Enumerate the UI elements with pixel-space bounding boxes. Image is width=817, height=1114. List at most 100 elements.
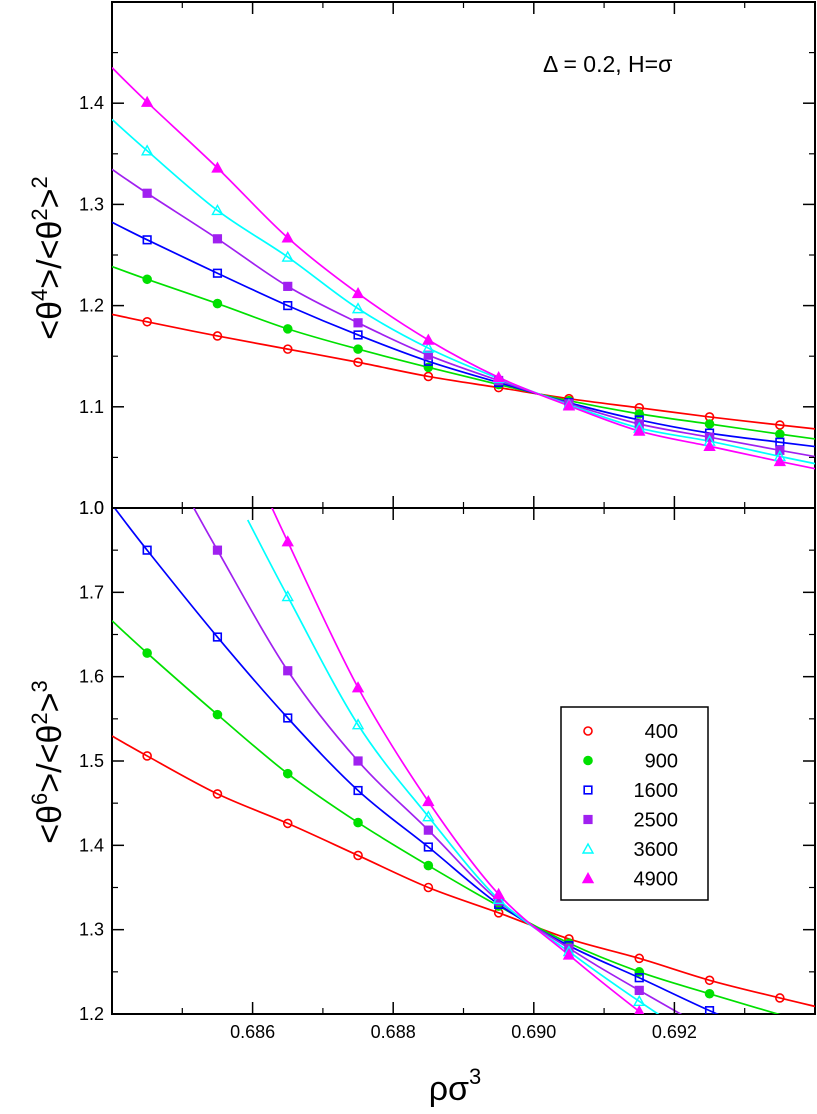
data-point-4900 bbox=[351, 287, 365, 299]
data-point-900 bbox=[353, 817, 363, 828]
data-point-400 bbox=[775, 993, 785, 1003]
data-point-1600 bbox=[142, 235, 152, 245]
series-line-4900 bbox=[271, 508, 644, 1014]
data-point-1600 bbox=[212, 268, 223, 278]
series-lines bbox=[112, 67, 815, 470]
legend: 400 900 1600 2500 3600 4900 bbox=[560, 706, 709, 901]
data-point-2500 bbox=[423, 825, 433, 835]
data-point-2500 bbox=[283, 666, 293, 676]
data-point-400 bbox=[775, 420, 785, 430]
data-point-900 bbox=[212, 709, 223, 720]
data-point-400 bbox=[282, 818, 293, 829]
y-tick-label: 1.1 bbox=[79, 397, 104, 417]
legend-label: 1600 bbox=[634, 780, 679, 802]
data-point-3600 bbox=[281, 590, 294, 602]
data-point-400 bbox=[282, 344, 293, 354]
series-line-400 bbox=[112, 735, 815, 1008]
data-point-4900 bbox=[703, 439, 716, 451]
data-point-2500 bbox=[283, 281, 293, 291]
y-tick-label: 1.2 bbox=[79, 1004, 104, 1024]
axes: 1.01.11.21.31.41.21.31.41.51.61.71.00.68… bbox=[79, 2, 815, 1042]
legend-entry-4900: 4900 bbox=[581, 869, 679, 891]
top-annotation: Δ = 0.2, H=σ bbox=[543, 51, 672, 77]
data-point-900 bbox=[423, 860, 434, 871]
data-point-4900 bbox=[211, 161, 224, 173]
x-tick-label: 0.692 bbox=[652, 1022, 697, 1042]
data-point-400 bbox=[423, 371, 434, 382]
data-point-900 bbox=[282, 768, 293, 779]
data-point-3600 bbox=[422, 810, 435, 822]
y-tick-label: 1.5 bbox=[79, 751, 104, 771]
data-point-2500 bbox=[423, 350, 433, 360]
data-point-3600 bbox=[140, 144, 154, 156]
x-tick-label: 0.688 bbox=[371, 1022, 416, 1042]
data-point-1600 bbox=[353, 785, 363, 796]
top-y-axis-label: <θ4>/<θ2>2 bbox=[27, 176, 69, 339]
data-point-3600 bbox=[281, 250, 294, 262]
legend-entry-400: 400 bbox=[583, 721, 678, 743]
data-point-4900 bbox=[773, 455, 787, 467]
data-point-1600 bbox=[423, 842, 433, 852]
data-point-400 bbox=[353, 357, 363, 368]
data-point-3600 bbox=[351, 718, 365, 730]
y-tick-label: 1.3 bbox=[79, 920, 104, 940]
legend-entry-3600: 3600 bbox=[581, 839, 678, 861]
legend-marker-1600 bbox=[583, 785, 593, 795]
series-line-4900 bbox=[112, 67, 815, 470]
bottom-y-axis-label: <θ6>/<θ2>3 bbox=[27, 680, 69, 843]
data-point-1600 bbox=[353, 330, 363, 340]
data-point-4900 bbox=[422, 333, 435, 345]
data-point-2500 bbox=[142, 188, 152, 198]
data-point-3600 bbox=[351, 302, 365, 314]
data-point-4900 bbox=[351, 681, 365, 693]
top-plot-area bbox=[112, 67, 815, 470]
bottom-panel-frame bbox=[111, 507, 816, 1015]
data-point-900 bbox=[704, 988, 715, 999]
series-markers bbox=[142, 535, 785, 1014]
data-point-400 bbox=[634, 953, 645, 964]
data-point-900 bbox=[775, 429, 785, 439]
data-point-4900 bbox=[281, 231, 294, 243]
data-point-4900 bbox=[633, 424, 646, 436]
data-point-1600 bbox=[283, 713, 293, 723]
legend-marker-4900 bbox=[581, 872, 595, 884]
data-point-400 bbox=[212, 331, 223, 341]
data-point-400 bbox=[423, 882, 434, 893]
y-tick-label: 1.4 bbox=[79, 835, 104, 855]
data-point-4900 bbox=[140, 95, 154, 107]
legend-label: 4900 bbox=[634, 869, 679, 891]
data-point-900 bbox=[142, 648, 152, 658]
series-line-900 bbox=[112, 620, 781, 1014]
y-tick-label: 1.7 bbox=[79, 582, 104, 602]
data-point-400 bbox=[212, 789, 223, 799]
data-point-900 bbox=[353, 344, 363, 354]
data-point-900 bbox=[704, 419, 715, 429]
x-tick-label: 0.686 bbox=[230, 1022, 275, 1042]
data-point-900 bbox=[212, 298, 223, 309]
data-point-400 bbox=[353, 850, 363, 861]
legend-box bbox=[560, 706, 709, 901]
legend-label: 400 bbox=[645, 721, 678, 743]
y-tick-label: 1.4 bbox=[79, 93, 104, 113]
data-point-2500 bbox=[353, 318, 363, 328]
y-tick-label: 1.0 bbox=[79, 498, 104, 518]
data-point-4900 bbox=[634, 1005, 645, 1014]
top-panel-frame bbox=[111, 1, 816, 509]
legend-marker-2500 bbox=[583, 814, 593, 825]
x-tick-label: 0.690 bbox=[511, 1022, 556, 1042]
legend-marker-3600 bbox=[581, 842, 595, 854]
data-point-400 bbox=[704, 975, 715, 986]
data-point-400 bbox=[142, 751, 152, 761]
data-point-4900 bbox=[492, 887, 505, 899]
legend-entry-900: 900 bbox=[583, 751, 678, 773]
data-point-3600 bbox=[211, 204, 224, 216]
y-tick-label: 1.3 bbox=[79, 194, 104, 214]
data-point-1600 bbox=[283, 300, 293, 311]
data-point-1600 bbox=[212, 632, 223, 642]
data-point-3600 bbox=[422, 341, 435, 353]
data-point-2500 bbox=[634, 985, 644, 995]
data-point-2500 bbox=[353, 756, 363, 766]
series-line-3600 bbox=[246, 519, 660, 1014]
data-point-2500 bbox=[212, 234, 223, 244]
series-line-400 bbox=[112, 313, 815, 430]
